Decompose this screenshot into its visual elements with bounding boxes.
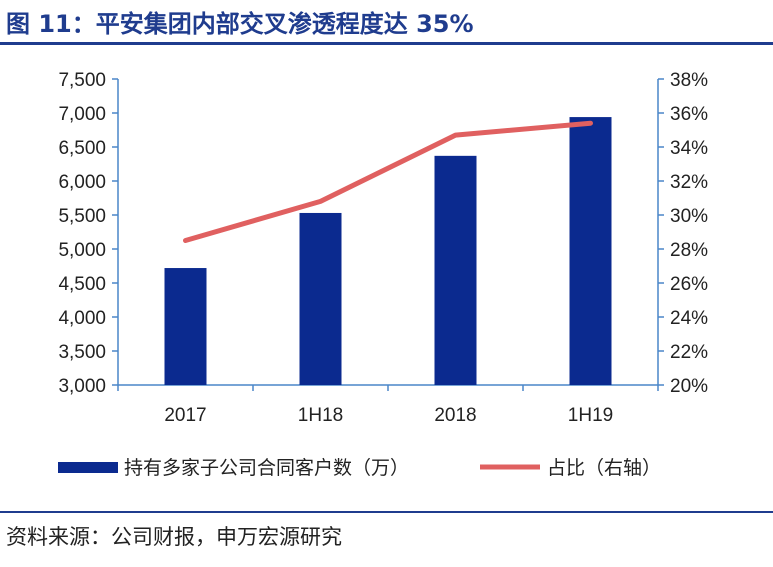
right-tick-label: 36% xyxy=(670,104,708,125)
page-title: 图 11：平安集团内部交叉渗透程度达 35% xyxy=(6,10,474,38)
line-series xyxy=(183,120,593,243)
legend-bar-label: 持有多家子公司合同客户数（万） xyxy=(124,457,409,479)
bar-2018 xyxy=(434,155,477,385)
left-tick-label: 5,500 xyxy=(58,206,106,227)
left-tick-label: 7,500 xyxy=(58,70,106,91)
right-tick-label: 38% xyxy=(670,70,708,91)
left-tick-label: 4,500 xyxy=(58,274,106,295)
left-tick-label: 6,000 xyxy=(58,172,106,193)
x-tick-label: 1H19 xyxy=(568,405,613,426)
x-axis: 2017 1H18 2018 1H19 xyxy=(117,384,659,426)
left-tick-label: 3,500 xyxy=(58,342,106,363)
legend-line-label: 占比（右轴） xyxy=(547,457,661,479)
right-tick-label: 32% xyxy=(670,172,708,193)
bar-1H18 xyxy=(299,212,342,385)
right-tick-label: 22% xyxy=(670,342,708,363)
bar-2017 xyxy=(164,268,207,385)
right-tick-label: 24% xyxy=(670,308,708,329)
right-tick-label: 20% xyxy=(670,376,708,397)
x-tick-label: 1H18 xyxy=(298,405,343,426)
x-tick-label: 2017 xyxy=(164,405,206,426)
share-line xyxy=(183,120,593,243)
bar-1H19 xyxy=(569,117,612,385)
x-tick-label: 2018 xyxy=(434,405,476,426)
left-tick-label: 3,000 xyxy=(58,376,106,397)
source-note: 资料来源：公司财报，申万宏源研究 xyxy=(6,525,342,549)
title-rule xyxy=(0,42,773,45)
right-axis: 20% 22% 24% 26% 28% 30% 32% 34% 36% 38% xyxy=(657,70,708,397)
left-tick-label: 4,000 xyxy=(58,308,106,329)
right-tick-label: 26% xyxy=(670,274,708,295)
chart: 3,000 3,500 4,000 4,500 5,000 5,500 6,000 6,500… xyxy=(58,70,708,479)
right-tick-label: 34% xyxy=(670,138,708,159)
footer-rule xyxy=(0,511,773,513)
legend: 持有多家子公司合同客户数（万） 占比（右轴） xyxy=(58,457,661,479)
left-tick-label: 5,000 xyxy=(58,240,106,261)
right-tick-label: 28% xyxy=(670,240,708,261)
left-tick-label: 6,500 xyxy=(58,138,106,159)
right-tick-label: 30% xyxy=(670,206,708,227)
left-axis: 3,000 3,500 4,000 4,500 5,000 5,500 6,000 6,500… xyxy=(58,70,119,397)
bar-series xyxy=(164,117,612,385)
left-tick-label: 7,000 xyxy=(58,104,106,125)
legend-bar-swatch xyxy=(58,462,118,473)
